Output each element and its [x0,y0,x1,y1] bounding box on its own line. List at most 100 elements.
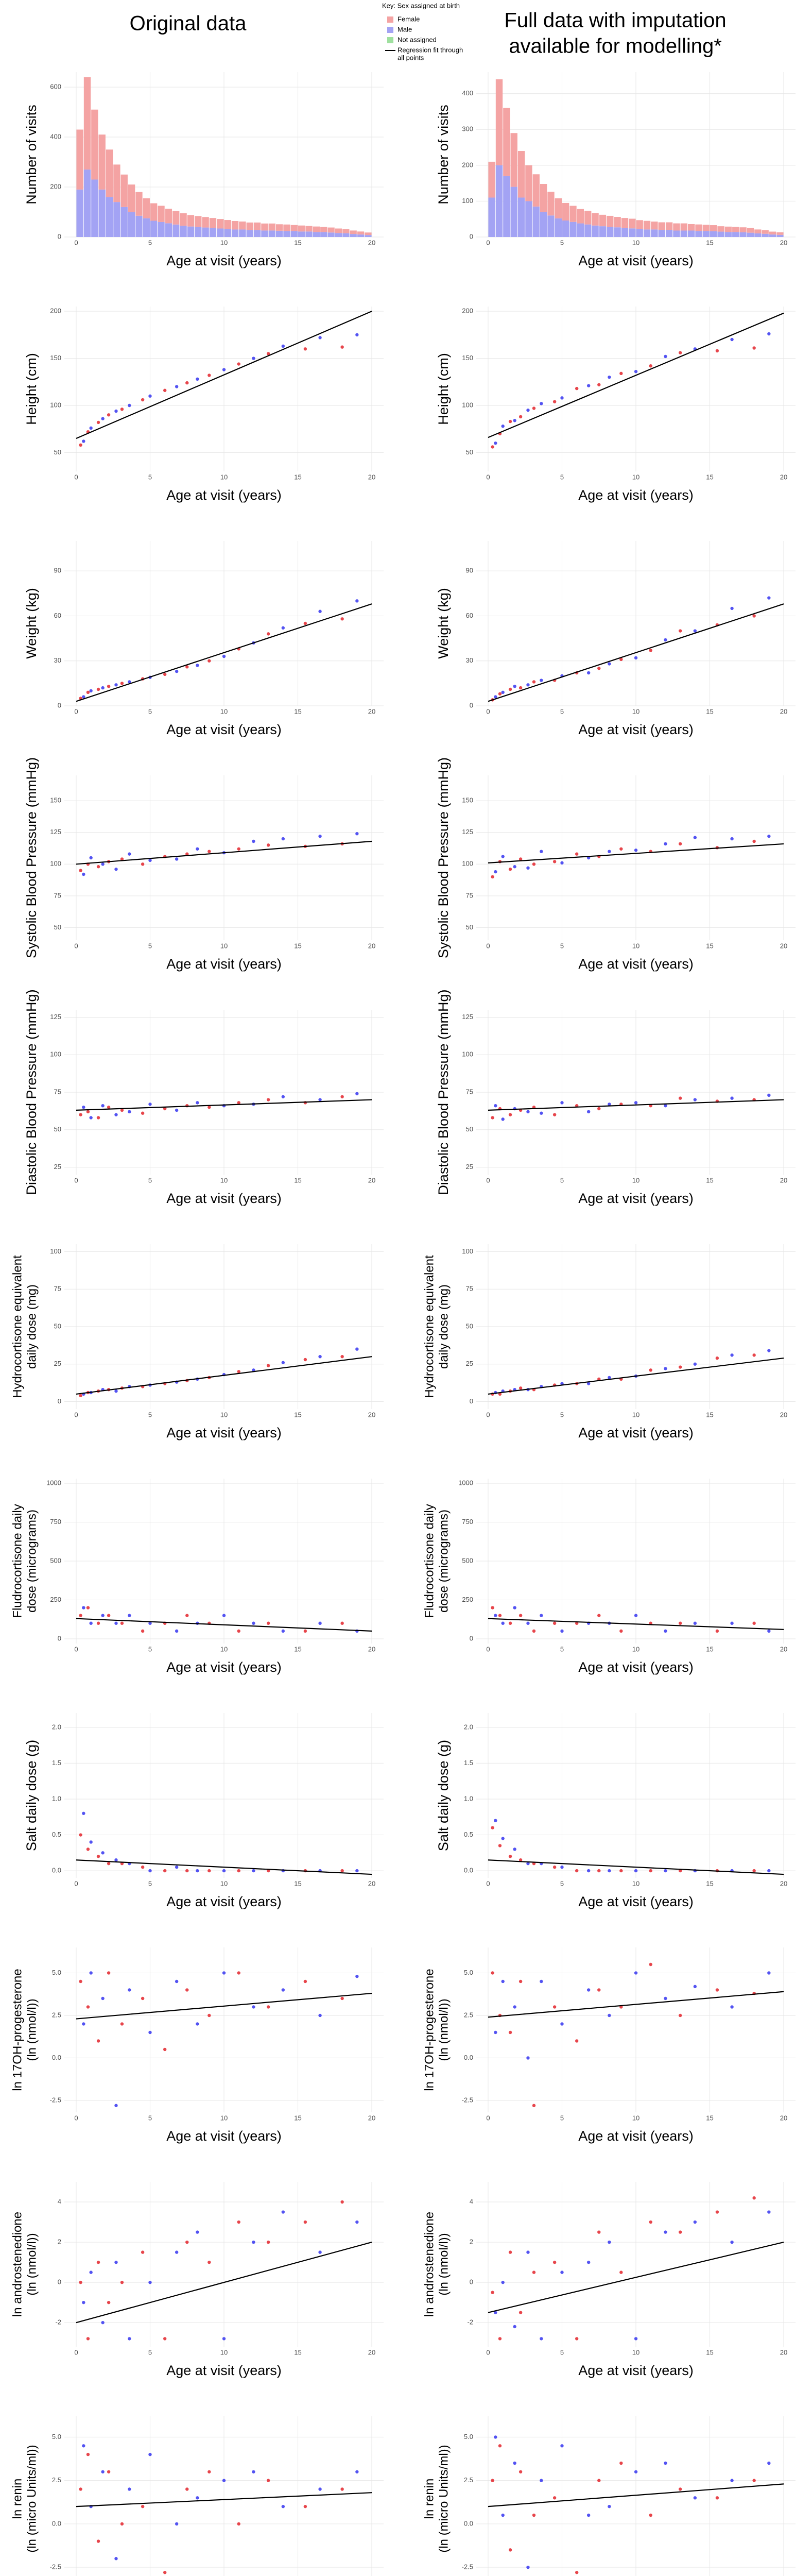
point [237,1869,240,1873]
x-tick-label: 10 [632,707,640,715]
point [86,1848,90,1851]
bar [180,213,187,226]
point [340,1095,344,1098]
bar [614,217,621,228]
point [86,690,90,694]
point [82,439,85,443]
bar [510,133,517,187]
point [163,672,167,676]
point [128,1988,131,1992]
point [526,683,530,687]
point [532,680,536,684]
point [519,1858,523,1862]
point [498,2444,502,2448]
y-tick-label: 0 [58,2278,61,2286]
x-tick-label: 20 [368,2114,375,2122]
point [752,2196,756,2200]
point [586,1110,591,1114]
x-tick-label: 10 [220,707,228,715]
point [107,413,111,417]
point [237,362,240,366]
bar [754,229,762,234]
x-axis-label: Age at visit (years) [166,2128,282,2144]
point [114,2104,118,2108]
point [597,2479,601,2482]
point [82,1105,85,1109]
point [252,1869,255,1873]
y-tick-label: 75 [54,1285,61,1293]
point [649,649,652,652]
bar [98,189,106,237]
y-tick-label: 4 [58,2197,61,2205]
x-tick-label: 15 [294,1411,301,1418]
point [86,1110,90,1114]
bar [673,230,680,237]
bar [283,224,290,231]
point [767,1093,771,1097]
x-tick-label: 0 [74,2348,78,2356]
point [128,1110,131,1114]
bar [621,218,629,228]
bar [739,227,747,232]
point [560,1865,564,1869]
point [89,1116,93,1120]
x-tick-label: 10 [632,1411,640,1418]
point [526,2565,530,2569]
bar [621,228,629,237]
point [107,1614,111,1617]
y-tick-label: 250 [462,1596,473,1603]
point [114,409,118,413]
bar [510,187,517,237]
point [208,2013,211,2018]
x-tick-label: 0 [486,2348,490,2356]
y-tick-label: -2 [467,2318,473,2326]
point [664,1104,667,1108]
y-axis-label: ln renin [10,2479,24,2519]
bar [357,234,365,237]
point [693,1621,697,1625]
x-axis-label: Age at visit (years) [578,1659,694,1675]
point [208,374,211,377]
bar [268,223,275,231]
x-tick-label: 10 [220,473,228,481]
point [597,667,601,670]
x-tick-label: 20 [368,1879,375,1887]
bar [599,226,607,237]
x-tick-label: 15 [706,2348,713,2356]
point [340,617,344,621]
point [141,862,145,866]
y-tick-label: 50 [466,1125,473,1133]
key-swatch [387,16,393,23]
point [303,2504,307,2509]
y-tick-label: 50 [54,1125,61,1133]
bar [724,226,732,232]
bar [547,192,555,216]
y-axis-label: Systolic Blood Pressure (mmHg) [436,757,451,958]
y-tick-label: 750 [50,1518,61,1526]
point [185,1988,189,1992]
point [767,2461,771,2465]
bar [275,224,283,231]
x-axis-label: Age at visit (years) [578,1191,694,1206]
bar [555,198,562,218]
x-axis-label: Age at visit (years) [578,956,694,972]
bar [91,109,98,180]
y-axis-label: (ln (nmol/l)) [25,1998,39,2061]
key-label: all points [398,54,424,61]
bar [503,108,510,176]
y-axis-label: Systolic Blood Pressure (mmHg) [24,757,39,958]
regression-line [76,1992,372,2020]
point [552,860,557,863]
x-tick-label: 15 [706,1879,713,1887]
point [79,2487,82,2491]
point [128,680,131,684]
x-tick-label: 10 [220,2114,228,2122]
y-tick-label: 5.0 [464,2433,473,2441]
y-tick-label: 150 [50,796,61,804]
y-axis-label: Hydrocortisone equivalent [10,1255,24,1398]
point [266,632,270,636]
y-tick-label: 400 [462,89,473,97]
y-tick-label: 500 [462,1556,473,1564]
point [693,836,697,839]
